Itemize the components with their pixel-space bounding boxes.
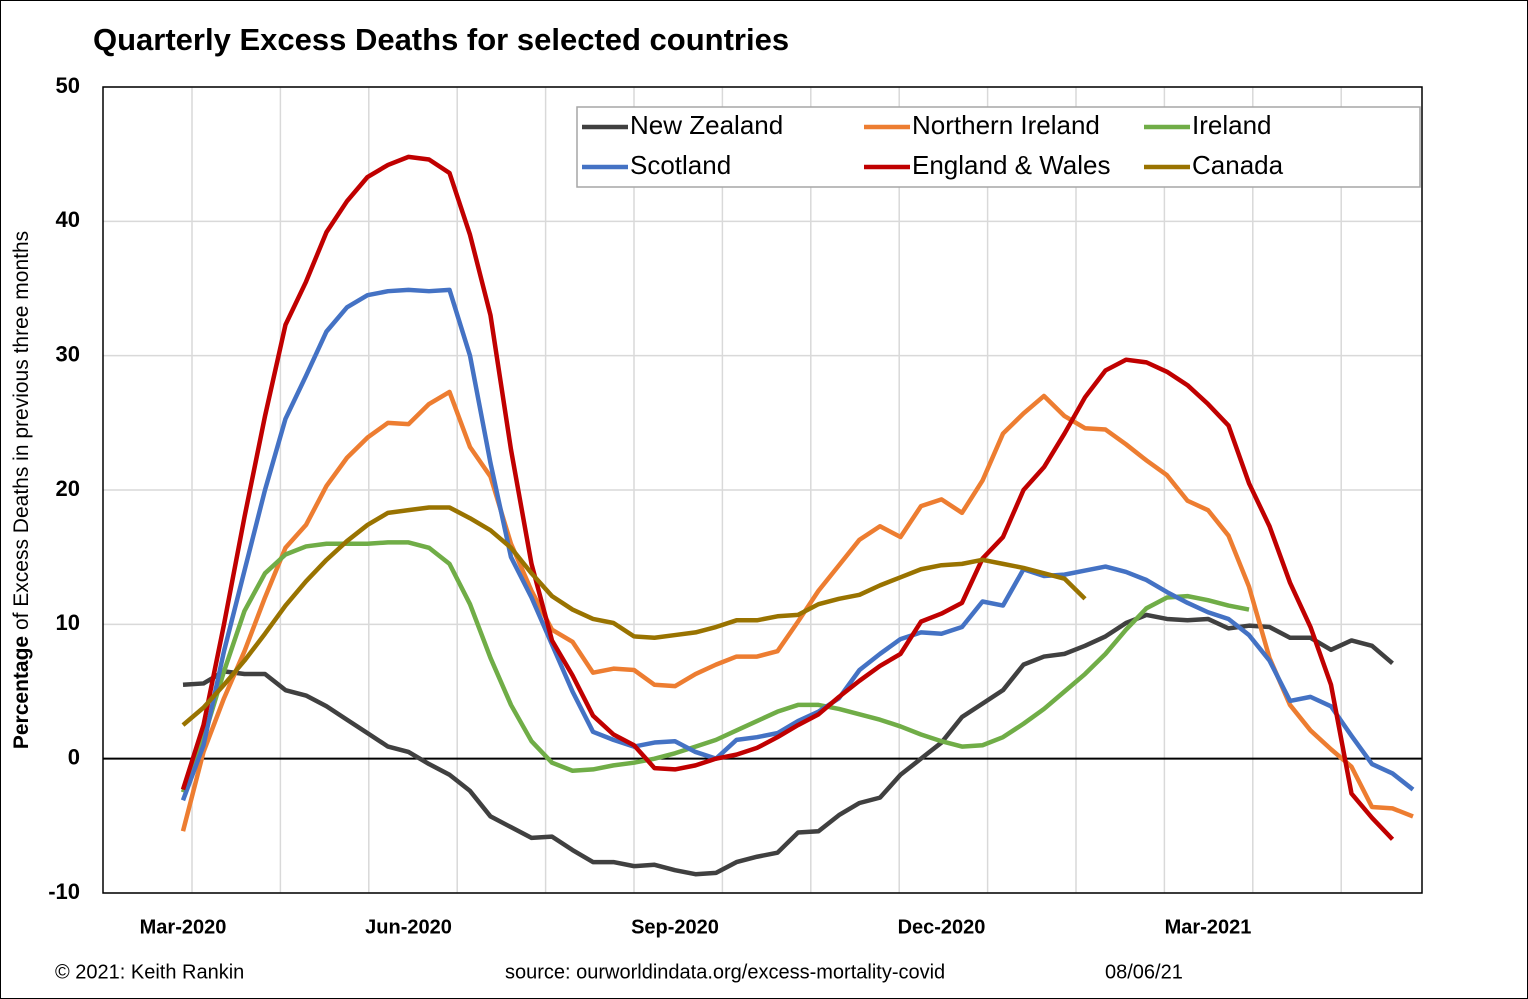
series-line [180,154,1395,841]
y-tick-label: 10 [56,610,80,635]
legend-label: Canada [1192,150,1284,180]
y-label-bold: Percentage [10,636,33,749]
legend-label: Northern Ireland [912,110,1100,140]
y-tick-label: 20 [56,476,80,501]
x-tick-label: Mar-2020 [140,916,227,938]
x-tick-label: Jun-2020 [365,916,452,938]
x-tick-label: Dec-2020 [898,916,986,938]
footer-source: source: ourworldindata.org/excess-mortal… [505,961,945,983]
y-tick-label: 0 [68,744,80,769]
legend-label: New Zealand [630,110,783,140]
series-line [180,287,1415,802]
series-line [180,389,1414,832]
legend-label: England & Wales [912,150,1110,180]
legend-label: Scotland [630,150,731,180]
footer-credit: © 2021: Keith Rankin [55,961,244,983]
y-tick-label: -10 [48,879,80,904]
footer-date: 08/06/21 [1105,961,1183,983]
chart-title: Quarterly Excess Deaths for selected cou… [93,22,789,57]
series-line [180,540,1250,794]
plot-border [102,86,1423,894]
legend-box [576,106,1421,188]
y-tick-label: 40 [56,207,80,232]
x-tick-label: Sep-2020 [631,916,719,938]
y-axis-label: Percentage of Excess Deaths in previous … [10,231,33,749]
y-label: of Excess Deaths in previous three month… [10,231,33,636]
legend-label: Ireland [1192,110,1272,140]
series-line [181,505,1087,727]
series-line [182,612,1394,877]
x-tick-label: Mar-2021 [1165,916,1252,938]
y-tick-label: 50 [56,73,80,98]
y-tick-label: 30 [56,341,80,366]
